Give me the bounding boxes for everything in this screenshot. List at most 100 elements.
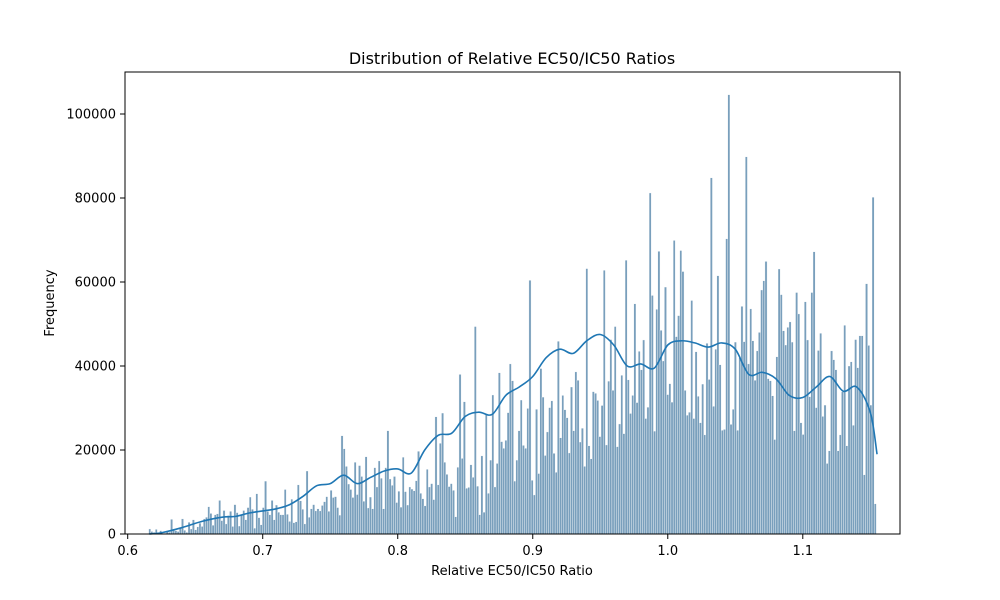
histogram-bar: [609, 339, 613, 535]
histogram-bar: [485, 413, 488, 535]
histogram-bar: [301, 509, 304, 535]
histogram-bar: [640, 369, 643, 535]
histogram-bar: [817, 350, 820, 535]
histogram-bar: [662, 360, 665, 535]
histogram-bar: [834, 369, 838, 535]
histogram-bar: [419, 493, 422, 535]
histogram-bar: [637, 351, 641, 535]
histogram-bar: [454, 516, 457, 535]
histogram-bar: [804, 301, 807, 535]
histogram-bar: [380, 477, 383, 535]
histogram-bar: [334, 496, 337, 535]
histogram-bar: [568, 452, 571, 535]
histogram-bar: [574, 371, 578, 535]
histogram-bar: [677, 315, 680, 535]
histogram-bar: [736, 430, 739, 535]
histogram-bar: [696, 396, 700, 535]
histogram-bar: [537, 473, 540, 535]
histogram-bar: [745, 156, 748, 535]
histogram-bar: [371, 508, 374, 535]
histogram-bar: [312, 504, 315, 535]
histogram-bar: [423, 505, 427, 535]
histogram-bar: [605, 444, 608, 535]
histogram-bar: [793, 430, 796, 535]
histogram-bar: [769, 380, 772, 535]
histogram-bar: [358, 465, 361, 535]
histogram-bar: [526, 408, 530, 535]
histogram-bar: [349, 489, 353, 535]
histogram-bar: [705, 343, 709, 535]
histogram-bar: [701, 383, 704, 535]
histogram-bar: [288, 521, 291, 535]
histogram-bar: [200, 526, 204, 535]
histogram-bar: [544, 455, 547, 535]
histogram-bar: [721, 430, 724, 535]
histogram-bar: [554, 472, 558, 535]
histogram-bar: [629, 413, 632, 535]
histogram-bar: [338, 514, 342, 535]
histogram-bar: [264, 480, 267, 535]
histogram-bar: [627, 379, 630, 535]
histogram-bar: [369, 496, 372, 535]
histogram-bar: [607, 380, 610, 535]
histogram-bar: [874, 503, 877, 535]
histogram-bar: [222, 510, 226, 535]
histogram-bar: [758, 332, 761, 535]
histogram-bar: [305, 470, 309, 535]
histogram-bar: [843, 325, 846, 535]
histogram-bar: [408, 486, 412, 535]
histogram-bar: [716, 275, 720, 535]
histogram-bar: [854, 339, 857, 535]
histogram-bar: [382, 508, 385, 535]
histogram-bar: [563, 409, 567, 535]
histogram-bar: [852, 425, 855, 535]
histogram-bar: [220, 520, 224, 535]
histogram-bar: [316, 508, 320, 535]
histogram-bar: [731, 409, 735, 535]
histogram-bar: [294, 521, 298, 535]
histogram-bar: [406, 504, 409, 535]
histogram-bar: [815, 407, 818, 535]
histogram-bar: [439, 443, 442, 535]
histogram-bar: [631, 395, 634, 535]
histogram-bar: [727, 94, 731, 535]
histogram-bar: [498, 372, 501, 535]
histogram-bar: [583, 466, 586, 535]
histogram-bar: [491, 394, 495, 535]
histogram-bar: [559, 437, 562, 535]
histogram-bar: [699, 422, 702, 535]
x-tick-label: 0.7: [252, 544, 273, 559]
histogram-bar: [415, 480, 418, 535]
histogram-bar: [790, 341, 794, 535]
histogram-bar: [723, 429, 726, 535]
histogram-bar: [504, 440, 508, 535]
histogram-bar: [450, 483, 453, 535]
histogram-bar: [808, 396, 811, 535]
histogram-bar: [244, 519, 248, 535]
histogram-bar: [644, 418, 648, 535]
histogram-bar: [703, 434, 707, 535]
histogram-bar: [747, 363, 750, 535]
histogram-bar: [755, 350, 759, 535]
histogram-bar: [255, 493, 259, 535]
histogram-bar: [493, 486, 497, 535]
histogram-bar: [231, 526, 235, 535]
histogram-bar: [594, 393, 597, 535]
histogram-bar: [675, 336, 678, 535]
histogram-bar: [712, 406, 715, 535]
y-axis-ticks: 0 20000 40000 60000 80000 100000: [66, 108, 125, 543]
histogram-bar: [600, 405, 604, 535]
histogram-bar: [613, 326, 617, 535]
histogram-bar: [533, 494, 536, 535]
histogram-bar: [788, 321, 792, 535]
histogram-bar: [738, 357, 742, 535]
histogram-bar: [356, 494, 359, 535]
y-tick-label: 60000: [75, 276, 116, 291]
histogram-bar: [856, 367, 860, 535]
histogram-bar: [227, 515, 230, 535]
x-tick-label: 0.8: [387, 544, 408, 559]
histogram-bar: [740, 306, 744, 535]
histogram-bar: [373, 467, 377, 535]
histogram-bar: [386, 430, 390, 535]
